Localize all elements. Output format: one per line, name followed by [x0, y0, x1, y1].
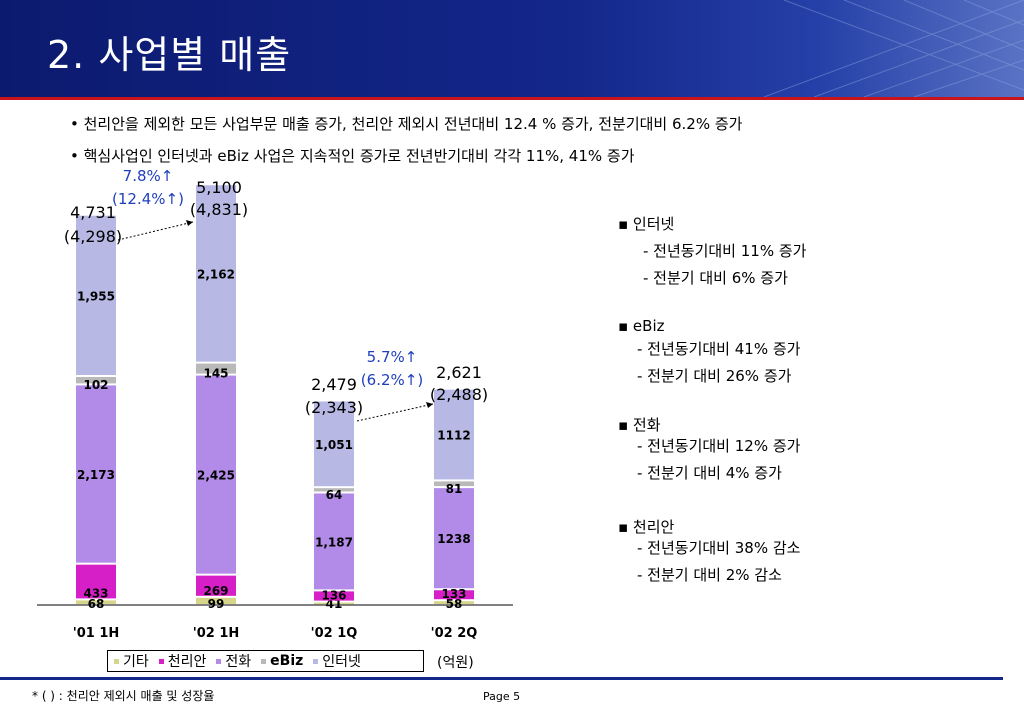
- bar-segment-인터넷-1: [196, 185, 236, 362]
- bar-segment-인터넷-3: [434, 389, 474, 480]
- total-excl-label: (4,831): [190, 200, 248, 219]
- data-label: 145: [203, 367, 228, 381]
- footnote: * ( ) : 천리안 제외시 매출 및 성장율: [32, 689, 215, 703]
- legend-label: 기타: [123, 654, 149, 670]
- bullet-2: • 핵심사업인 인터넷과 eBiz 사업은 지속적인 증가로 전년반기대비 각각…: [70, 147, 635, 165]
- data-label: 1,955: [77, 289, 115, 303]
- side-note-heading: ▪ 인터넷: [618, 215, 675, 233]
- data-label: 2,173: [77, 468, 115, 482]
- legend-item: 전화: [216, 651, 251, 671]
- side-note-line: - 전분기 대비 4% 증가: [637, 464, 782, 482]
- bar-segment-전화-2: [314, 493, 354, 590]
- side-note-heading: ▪ 전화: [618, 416, 661, 434]
- bar-segment-eBiz-1: [196, 363, 236, 374]
- x-tick-label: '02 1Q: [311, 626, 358, 641]
- bullet-1: • 천리안을 제외한 모든 사업부문 매출 증가, 천리안 제외시 전년대비 1…: [70, 115, 743, 133]
- bar-segment-인터넷-2: [314, 401, 354, 487]
- bar-segment-천리안-1: [196, 575, 236, 596]
- bar-segment-천리안-3: [434, 590, 474, 600]
- legend-swatch: [313, 658, 319, 664]
- footer-rule: [0, 677, 1003, 680]
- data-label: 64: [326, 488, 343, 502]
- growth-label: (12.4%↑): [112, 190, 184, 208]
- total-excl-label: (2,343): [305, 398, 363, 417]
- bar-segment-eBiz-3: [434, 481, 474, 487]
- bar-segment-기타-0: [76, 600, 116, 604]
- side-note-line: - 전년동기대비 12% 증가: [637, 437, 801, 455]
- bar-segment-기타-3: [434, 601, 474, 604]
- data-label: 58: [446, 597, 463, 611]
- legend-label: 천리안: [167, 654, 207, 670]
- page-number: Page 5: [483, 690, 521, 703]
- data-label: 1112: [437, 429, 470, 443]
- data-label: 1238: [437, 532, 470, 546]
- data-label: 2,425: [197, 469, 235, 483]
- header-rule: [0, 97, 1024, 100]
- bar-segment-전화-1: [196, 375, 236, 574]
- data-label: 102: [83, 378, 108, 392]
- data-label: 136: [321, 589, 346, 603]
- growth-arrow: [117, 221, 194, 241]
- growth-arrowhead: [426, 402, 433, 408]
- total-excl-label: (2,488): [430, 385, 488, 404]
- legend-label: 인터넷: [322, 654, 361, 670]
- chart-legend: 기타 천리안 전화 eBiz 인터넷: [107, 650, 424, 672]
- data-label: 1,187: [315, 535, 353, 549]
- data-label: 2,162: [197, 267, 235, 281]
- side-note-line: - 전분기 대비 6% 증가: [643, 269, 788, 287]
- legend-swatch: [261, 658, 267, 664]
- total-label: 2,479: [311, 375, 357, 394]
- bar-segment-천리안-0: [76, 564, 116, 599]
- side-note-line: - 전년동기대비 11% 증가: [643, 242, 807, 260]
- banner-grid-decoration: [763, 0, 1024, 97]
- growth-arrow: [356, 403, 434, 422]
- bar-segment-전화-3: [434, 488, 474, 589]
- legend-swatch: [158, 658, 164, 664]
- data-label: 1,051: [315, 438, 353, 452]
- growth-label: 7.8%↑: [123, 167, 174, 185]
- total-label: 4,731: [70, 203, 116, 222]
- legend-item: 기타: [114, 651, 149, 671]
- bar-segment-인터넷-0: [76, 215, 116, 375]
- data-label: 81: [446, 482, 463, 496]
- x-tick-label: '02 1H: [193, 626, 240, 641]
- bar-segment-천리안-2: [314, 591, 354, 601]
- page-title: 2. 사업별 매출: [47, 33, 292, 77]
- bar-segment-전화-0: [76, 385, 116, 563]
- side-note-heading: ▪ 천리안: [618, 518, 675, 536]
- side-note-line: - 전년동기대비 38% 감소: [637, 539, 801, 557]
- growth-label: 5.7%↑: [367, 348, 418, 366]
- total-label: 2,621: [436, 363, 482, 382]
- data-label: 99: [208, 597, 225, 611]
- legend-label: 전화: [225, 654, 252, 670]
- total-excl-label: (4,298): [64, 227, 122, 246]
- data-label: 68: [88, 597, 105, 611]
- x-tick-label: '01 1H: [73, 626, 120, 641]
- data-label: 133: [441, 587, 466, 601]
- bar-segment-eBiz-2: [314, 488, 354, 492]
- growth-label: (6.2%↑): [361, 371, 423, 389]
- legend-swatch: [114, 658, 119, 664]
- x-tick-label: '02 2Q: [431, 626, 478, 641]
- data-label: 433: [83, 586, 108, 600]
- total-label: 5,100: [196, 178, 242, 197]
- growth-arrowhead: [186, 220, 193, 226]
- bar-segment-기타-2: [314, 602, 354, 605]
- legend-item: eBiz: [261, 653, 303, 669]
- bar-segment-기타-1: [196, 597, 236, 604]
- side-note-heading: ▪ eBiz: [618, 317, 665, 335]
- legend-item: 인터넷: [313, 651, 361, 671]
- side-note-line: - 전분기 대비 26% 증가: [637, 367, 792, 385]
- bar-segment-eBiz-0: [76, 376, 116, 384]
- title-banner: 2. 사업별 매출: [0, 0, 1024, 97]
- side-note-line: - 전분기 대비 2% 감소: [637, 566, 782, 584]
- legend-item: 천리안: [158, 651, 207, 671]
- data-label: 269: [203, 584, 228, 598]
- side-note-line: - 전년동기대비 41% 증가: [637, 340, 801, 358]
- unit-label: (억원): [437, 655, 474, 671]
- legend-label: eBiz: [270, 653, 304, 669]
- legend-swatch: [216, 658, 222, 664]
